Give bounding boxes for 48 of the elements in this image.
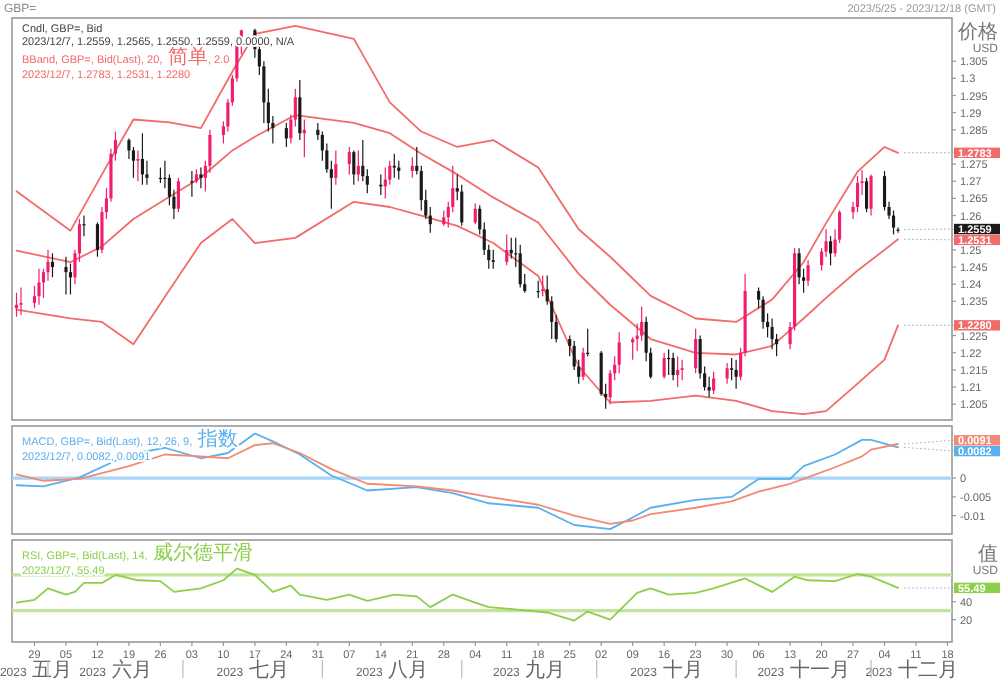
candlestick: [199, 166, 203, 189]
candlestick: [140, 132, 144, 186]
candlestick: [671, 352, 675, 381]
candlestick: [869, 173, 873, 217]
candlestick: [680, 359, 684, 381]
candlestick: [864, 177, 869, 213]
candlestick: [694, 328, 698, 374]
candlestick: [64, 256, 68, 296]
line-series: [15, 24, 899, 323]
candlestick: [410, 156, 414, 179]
candlestick: [518, 244, 522, 289]
line-series: [15, 567, 899, 622]
candlestick: [581, 347, 585, 381]
candlestick: [491, 249, 495, 270]
candlestick: [473, 202, 477, 225]
candlestick: [730, 357, 734, 381]
candlestick: [734, 359, 738, 390]
candlestick: [19, 287, 23, 316]
candlestick: [50, 252, 55, 278]
candlestick: [891, 209, 896, 236]
candlestick: [797, 247, 801, 285]
candlestick: [725, 362, 729, 385]
candlestick: [770, 317, 774, 350]
candlestick: [806, 259, 810, 287]
candlestick: [828, 235, 833, 266]
candlestick: [617, 331, 621, 374]
candlestick: [176, 177, 180, 213]
line-series: [15, 200, 899, 416]
candlestick: [95, 221, 100, 258]
candlestick: [334, 149, 338, 186]
candlestick: [352, 149, 356, 186]
candlestick: [284, 122, 288, 148]
candlestick: [347, 146, 351, 176]
candlestick: [761, 295, 765, 330]
candlestick: [505, 233, 509, 266]
candlestick: [712, 371, 716, 395]
candlestick: [136, 149, 140, 182]
candlestick: [131, 146, 136, 179]
candlestick: [392, 153, 396, 179]
candlestick: [68, 262, 73, 296]
candlestick: [662, 352, 666, 380]
candlestick: [298, 79, 302, 141]
candlestick: [82, 214, 86, 237]
candlestick: [37, 268, 41, 306]
candlestick: [676, 355, 680, 388]
candlestick: [541, 275, 545, 297]
candlestick: [882, 170, 887, 212]
candlestick: [855, 175, 860, 213]
